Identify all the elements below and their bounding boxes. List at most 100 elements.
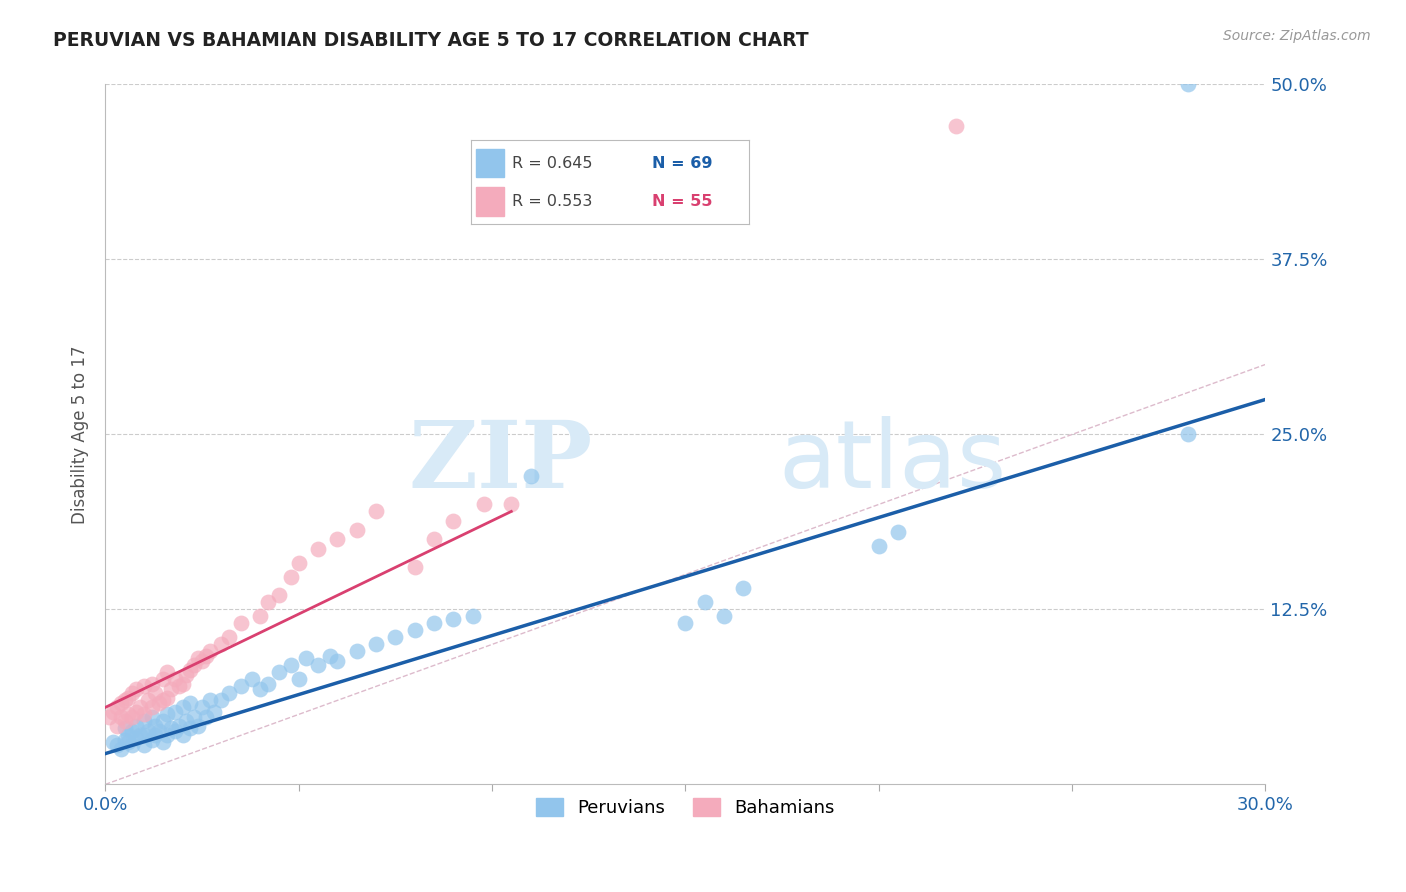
Point	[256, 595, 278, 609]
Point	[945, 120, 967, 134]
Point	[101, 705, 124, 719]
Point	[441, 612, 464, 626]
Point	[101, 735, 124, 749]
Point	[110, 742, 132, 756]
Point	[183, 710, 205, 724]
Point	[167, 680, 190, 694]
Point	[141, 700, 163, 714]
Point	[152, 673, 174, 687]
Point	[287, 556, 309, 570]
Point	[110, 710, 132, 724]
Point	[364, 637, 387, 651]
Point	[156, 707, 179, 722]
Point	[461, 609, 484, 624]
Point	[287, 673, 309, 687]
Point	[172, 676, 194, 690]
Point	[218, 686, 240, 700]
Text: PERUVIAN VS BAHAMIAN DISABILITY AGE 5 TO 17 CORRELATION CHART: PERUVIAN VS BAHAMIAN DISABILITY AGE 5 TO…	[53, 31, 808, 50]
Point	[114, 732, 136, 747]
Point	[472, 498, 495, 512]
Point	[132, 738, 155, 752]
Point	[125, 682, 148, 697]
Point	[346, 523, 368, 537]
Y-axis label: Disability Age 5 to 17: Disability Age 5 to 17	[72, 345, 89, 524]
Point	[105, 738, 128, 752]
Point	[160, 682, 183, 697]
Point	[152, 714, 174, 729]
Point	[121, 724, 143, 739]
Point	[145, 718, 167, 732]
Legend: Peruvians, Bahamians: Peruvians, Bahamians	[529, 790, 842, 824]
Point	[156, 665, 179, 680]
Point	[519, 469, 541, 483]
Point	[110, 696, 132, 710]
Point	[117, 728, 139, 742]
Point	[141, 676, 163, 690]
Point	[423, 616, 446, 631]
Point	[194, 648, 217, 663]
Point	[132, 728, 155, 742]
Point	[198, 644, 221, 658]
Point	[269, 665, 291, 680]
Point	[114, 714, 136, 729]
Point	[887, 525, 910, 540]
Point	[114, 722, 136, 736]
Point	[404, 560, 426, 574]
Point	[1177, 78, 1199, 92]
Point	[240, 673, 263, 687]
Point	[121, 686, 143, 700]
Point	[145, 686, 167, 700]
Point	[172, 728, 194, 742]
Point	[194, 710, 217, 724]
Point	[163, 724, 186, 739]
Point	[156, 728, 179, 742]
Point	[98, 710, 121, 724]
Point	[136, 693, 159, 707]
Point	[167, 718, 190, 732]
Point	[148, 724, 170, 739]
Point	[423, 533, 446, 547]
Point	[176, 714, 198, 729]
Point	[105, 700, 128, 714]
Point	[364, 504, 387, 518]
Point	[117, 735, 139, 749]
Point	[868, 540, 890, 554]
Point	[117, 707, 139, 722]
Point	[148, 696, 170, 710]
Text: Source: ZipAtlas.com: Source: ZipAtlas.com	[1223, 29, 1371, 43]
Point	[163, 705, 186, 719]
Point	[441, 514, 464, 528]
Point	[229, 680, 252, 694]
Point	[307, 542, 329, 557]
Point	[346, 644, 368, 658]
Point	[156, 690, 179, 705]
Point	[172, 700, 194, 714]
Point	[404, 624, 426, 638]
Point	[160, 722, 183, 736]
Point	[163, 673, 186, 687]
Point	[132, 714, 155, 729]
Point	[121, 738, 143, 752]
Point	[179, 696, 201, 710]
Point	[125, 718, 148, 732]
Point	[198, 693, 221, 707]
Point	[733, 582, 755, 596]
Point	[105, 718, 128, 732]
Text: ZIP: ZIP	[408, 417, 592, 508]
Point	[269, 589, 291, 603]
Point	[141, 732, 163, 747]
Point	[187, 651, 209, 665]
Point	[229, 616, 252, 631]
Point	[141, 710, 163, 724]
Point	[256, 676, 278, 690]
Point	[125, 705, 148, 719]
Point	[1177, 427, 1199, 442]
Point	[121, 710, 143, 724]
Point	[693, 595, 716, 609]
Point	[501, 498, 523, 512]
Point	[114, 693, 136, 707]
Point	[318, 648, 340, 663]
Point	[209, 637, 232, 651]
Point	[326, 533, 349, 547]
Point	[152, 735, 174, 749]
